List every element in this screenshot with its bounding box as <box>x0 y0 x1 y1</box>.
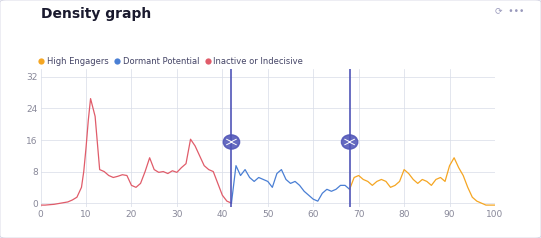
Circle shape <box>341 135 358 149</box>
Text: Density graph: Density graph <box>41 7 151 21</box>
Circle shape <box>223 135 240 149</box>
Text: ⟳  •••: ⟳ ••• <box>496 7 525 16</box>
Legend: High Engagers, Dormant Potential, Inactive or Indecisive: High Engagers, Dormant Potential, Inacti… <box>39 57 304 65</box>
